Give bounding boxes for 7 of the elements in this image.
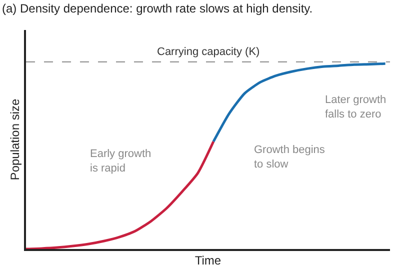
annotation: Growth begins to slow xyxy=(254,144,326,170)
annotation: Later growth falls to zero xyxy=(325,94,386,120)
chart-title: (a) Density dependence: growth rate slows at high density. xyxy=(2,2,313,16)
annotation: Early growth is rapid xyxy=(90,148,152,174)
ref-line-label: Carrying capacity (K) xyxy=(157,46,260,58)
x-axis-title: Time xyxy=(194,254,222,268)
y-axis-title: Population size xyxy=(8,98,22,180)
